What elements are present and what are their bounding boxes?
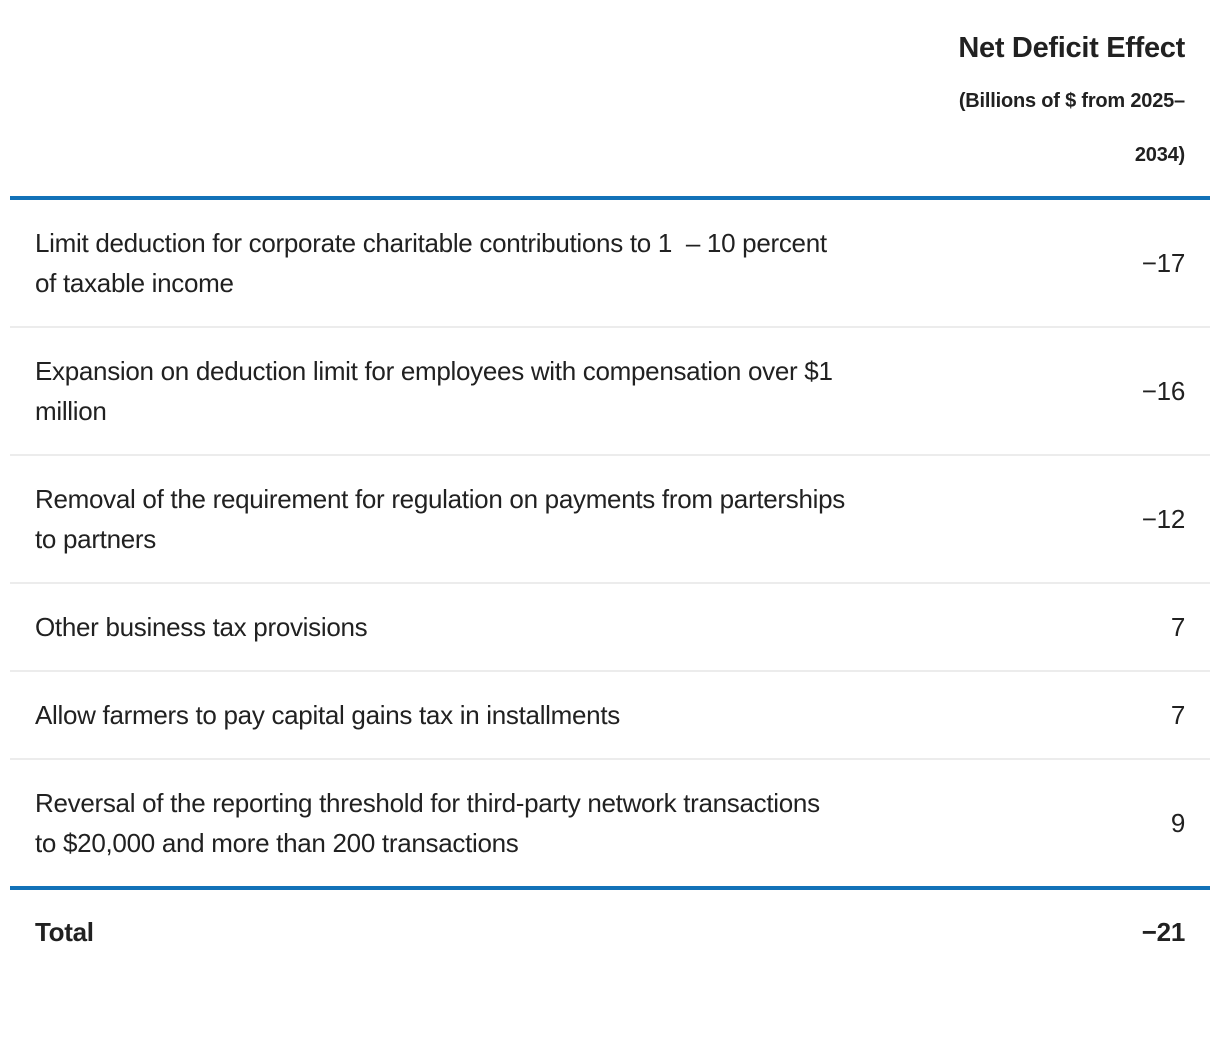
total-rule xyxy=(10,886,1210,890)
row-value: 7 xyxy=(1170,700,1185,730)
table-row: Other business tax provisions 7 xyxy=(10,584,1210,672)
total-value: −21 xyxy=(1141,917,1186,947)
row-value: −17 xyxy=(1141,248,1186,278)
total-row: Total −21 xyxy=(10,890,1210,974)
table-title: Net Deficit Effect xyxy=(958,32,1185,64)
row-value: 7 xyxy=(1170,612,1185,642)
row-label: Reversal of the reporting threshold for … xyxy=(35,788,820,858)
row-value: −16 xyxy=(1141,376,1186,406)
row-value: −12 xyxy=(1141,504,1186,534)
table-row: Limit deduction for corporate charitable… xyxy=(10,200,1210,328)
row-label: Allow farmers to pay capital gains tax i… xyxy=(35,700,620,730)
row-label: Other business tax provisions xyxy=(35,612,368,642)
net-deficit-table: Net Deficit Effect (Billions of $ from 2… xyxy=(10,0,1210,974)
table-row: Removal of the requirement for regulatio… xyxy=(10,456,1210,584)
table-row: Expansion on deduction limit for employe… xyxy=(10,328,1210,456)
table-row: Reversal of the reporting threshold for … xyxy=(10,760,1210,886)
table-header: Net Deficit Effect (Billions of $ from 2… xyxy=(10,0,1210,196)
row-label: Expansion on deduction limit for employe… xyxy=(35,356,833,426)
total-label: Total xyxy=(35,917,94,947)
row-label: Removal of the requirement for regulatio… xyxy=(35,484,845,554)
table-subtitle: (Billions of $ from 2025–2034) xyxy=(958,90,1185,166)
row-label: Limit deduction for corporate charitable… xyxy=(35,228,827,298)
table-row: Allow farmers to pay capital gains tax i… xyxy=(10,672,1210,760)
header-rule xyxy=(10,196,1210,200)
row-value: 9 xyxy=(1170,808,1185,838)
